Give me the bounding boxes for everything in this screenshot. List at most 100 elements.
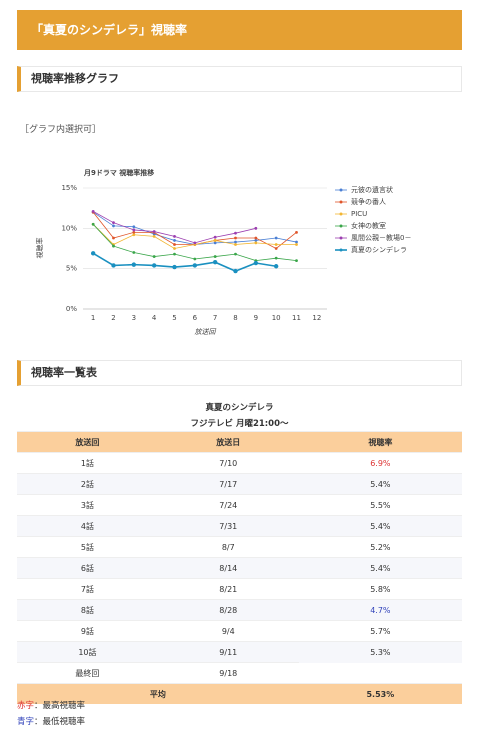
legend-label: 真夏のシンデレラ [351, 245, 407, 254]
table-cell: 5.7% [298, 620, 462, 642]
x-tick-label: 4 [152, 314, 157, 322]
table-cell: 6話 [17, 557, 158, 579]
data-point [233, 268, 238, 274]
table-cell: 8/7 [157, 536, 299, 558]
table-row: 4話 7/31 5.4% [17, 515, 462, 537]
data-point [173, 239, 176, 242]
legend-label: 風間公親－教場0－ [351, 233, 411, 242]
table-row: 9話 9/4 5.7% [17, 620, 462, 642]
data-point [273, 264, 279, 269]
legend-label: 元彼の遺言状 [351, 185, 393, 194]
table-cell: 最終回 [17, 662, 158, 684]
table-cell: 9/11 [157, 641, 299, 663]
section-heading: 視聴率推移グラフ [17, 66, 462, 92]
table-cell: 5.8% [298, 578, 462, 600]
data-point [112, 236, 115, 240]
table-cell: 視聴率 [298, 431, 462, 453]
data-point [112, 244, 115, 248]
note: ［グラフ内選択可］ [20, 125, 102, 135]
data-point [192, 263, 198, 268]
table-cell: 9話 [17, 620, 158, 642]
table-subtitle: フジテレビ 月曜21:00～ [190, 419, 289, 429]
y-axis-label: 視聴率 [35, 238, 44, 259]
footnote-text: ：最低視聴率 [34, 717, 86, 727]
table-row: 3話 7/24 5.5% [17, 494, 462, 516]
table-cell: 7/10 [157, 452, 299, 474]
footnote: 赤字：最高視聴率 [17, 699, 85, 711]
legend-label: 女神の教室 [351, 221, 386, 230]
data-point [90, 251, 96, 256]
data-point [253, 260, 259, 266]
table-cell: 7話 [17, 578, 158, 600]
table-row: 6話 8/14 5.4% [17, 557, 462, 579]
data-point [132, 228, 136, 232]
legend-swatch [339, 188, 343, 192]
data-point [173, 252, 176, 256]
table-title: 真夏のシンデレラ [205, 403, 274, 413]
table-cell: 5.2% [298, 536, 462, 558]
data-point [274, 236, 278, 240]
table-cell: 平均 [17, 683, 299, 704]
data-point [112, 221, 115, 225]
footnote-key: 青字 [17, 717, 35, 727]
table-cell: 4.7% [298, 599, 462, 621]
data-point [295, 259, 298, 262]
table-cell: 9/4 [157, 620, 299, 642]
data-point [234, 240, 237, 244]
table-cell: 5.5% [298, 494, 462, 516]
table-row: 10話 9/11 5.3% [17, 641, 462, 663]
table-cell: 8/14 [157, 557, 299, 579]
data-point [132, 251, 136, 254]
table-row: 最終回 9/18 [17, 662, 462, 684]
table-cell: 5.3% [298, 641, 462, 663]
footnote-key: 赤字 [17, 701, 35, 711]
data-point [112, 224, 115, 228]
data-point [131, 262, 137, 267]
data-point [91, 222, 95, 226]
data-point [132, 233, 136, 237]
data-point [234, 231, 237, 235]
data-point [254, 241, 258, 245]
table-cell: 放送日 [157, 431, 299, 453]
table-row: 7話 8/21 5.8% [17, 578, 462, 600]
data-point [213, 235, 217, 239]
legend-label: PICU [351, 210, 367, 218]
data-point [295, 240, 298, 244]
table-row: 8話 8/28 4.7% [17, 599, 462, 621]
table-cell: 3話 [17, 494, 158, 516]
legend-swatch [339, 212, 343, 216]
table-cell: 10話 [17, 641, 158, 663]
table-cell: 7/17 [157, 473, 299, 495]
x-tick-label: 8 [233, 314, 237, 322]
table-cell: 1話 [17, 452, 158, 474]
footnote: 青字：最低視聴率 [17, 715, 85, 727]
data-point [213, 241, 217, 245]
x-tick-label: 1 [91, 314, 95, 322]
x-tick-label: 2 [111, 314, 115, 322]
data-point [132, 230, 136, 234]
table-cell: 放送回 [17, 431, 158, 453]
data-point [254, 226, 258, 230]
table-cell: 4話 [17, 515, 158, 537]
data-point [91, 209, 95, 213]
x-tick-label: 12 [312, 314, 321, 322]
data-point [172, 264, 177, 270]
section-heading: 視聴率一覧表 [17, 360, 462, 386]
data-point [295, 230, 298, 234]
data-point [173, 247, 176, 250]
series-line [92, 252, 277, 272]
legend-label: 競争の番人 [351, 197, 386, 206]
x-tick-label: 5 [172, 314, 176, 322]
table-cell: 7/31 [157, 515, 299, 537]
table-row: 2話 7/17 5.4% [17, 473, 462, 495]
table-cell: 8/21 [157, 578, 299, 600]
data-point [254, 239, 258, 242]
table-cell: 5.4% [298, 515, 462, 537]
footnote-text: ：最高視聴率 [34, 701, 86, 711]
table-cell: 6.9% [298, 452, 462, 474]
x-tick-label: 9 [254, 314, 258, 322]
data-point [295, 243, 298, 246]
data-point [234, 243, 237, 246]
y-tick-label: 15% [61, 184, 77, 192]
y-tick-label: 10% [61, 224, 77, 232]
